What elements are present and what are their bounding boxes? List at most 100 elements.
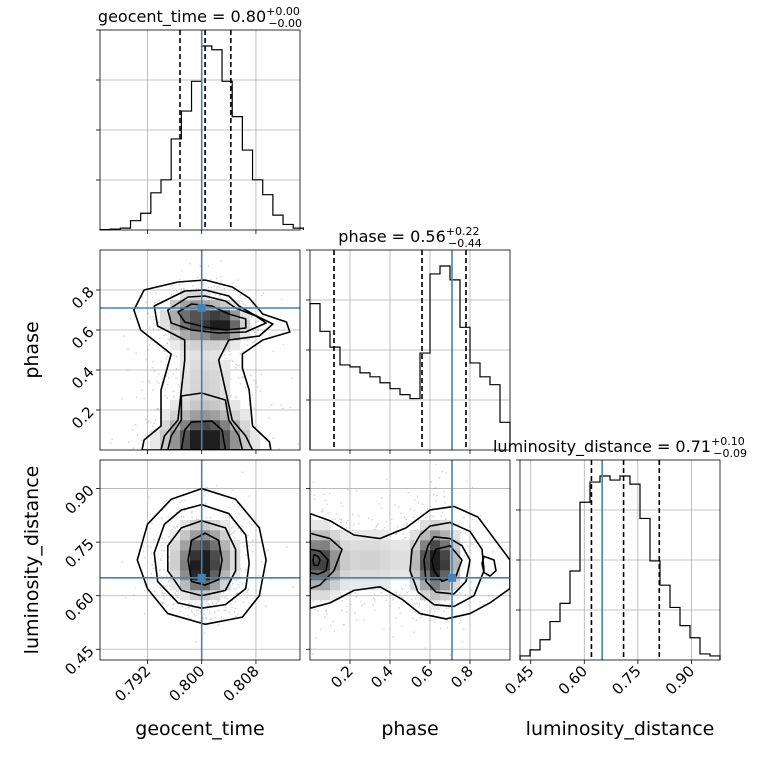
- sample-point: [239, 581, 241, 584]
- density-cell: [430, 530, 441, 541]
- sample-point: [439, 627, 442, 630]
- sample-point: [376, 524, 379, 527]
- sample-point: [395, 593, 398, 595]
- sample-point: [166, 355, 169, 357]
- contour-7: [481, 555, 497, 577]
- sample-point: [325, 609, 327, 611]
- sample-point: [395, 616, 398, 619]
- density-cell: [200, 400, 211, 411]
- pair-inner-0-2: [100, 460, 300, 660]
- sample-point: [341, 505, 344, 507]
- sample-point: [464, 593, 467, 596]
- sample-point: [332, 620, 335, 623]
- sample-point: [284, 605, 286, 607]
- sample-point: [163, 584, 165, 587]
- density-cell: [410, 560, 421, 571]
- sample-point: [251, 539, 254, 542]
- sample-point: [159, 586, 162, 589]
- sample-point: [220, 259, 222, 262]
- sample-point: [247, 534, 249, 537]
- sample-point: [244, 568, 247, 571]
- density-cell: [450, 540, 461, 551]
- sample-point: [188, 607, 191, 609]
- density-cell: [330, 530, 341, 541]
- sample-point: [293, 531, 295, 533]
- sample-point: [211, 601, 214, 604]
- sample-point: [168, 458, 170, 460]
- sample-point: [345, 526, 348, 529]
- sample-point: [277, 568, 279, 570]
- sample-point: [297, 443, 300, 445]
- sample-point: [232, 469, 234, 471]
- sample-point: [192, 480, 194, 482]
- sample-point: [228, 350, 231, 353]
- density-cell: [430, 550, 441, 561]
- sample-point: [288, 565, 290, 567]
- sample-point: [327, 512, 329, 514]
- sample-point: [306, 547, 308, 549]
- sample-point: [153, 422, 155, 424]
- sample-point: [172, 463, 174, 465]
- density-cell: [210, 330, 221, 341]
- sample-point: [434, 463, 437, 466]
- sample-point: [395, 591, 397, 593]
- sample-point: [232, 525, 234, 528]
- density-cell: [440, 590, 451, 601]
- density-cell: [170, 310, 181, 321]
- density-cell: [220, 580, 231, 591]
- sample-point: [392, 599, 394, 601]
- sample-point: [461, 541, 464, 544]
- sample-point: [417, 501, 420, 504]
- sample-point: [463, 516, 465, 519]
- sample-point: [182, 465, 184, 467]
- sample-point: [148, 344, 151, 346]
- sample-point: [492, 551, 494, 553]
- sample-point: [368, 456, 370, 458]
- contour-1: [310, 532, 343, 590]
- sample-point: [233, 453, 235, 455]
- sample-point: [325, 613, 328, 616]
- sample-point: [162, 602, 164, 604]
- density-cell: [200, 420, 211, 431]
- density-cell: [340, 530, 351, 541]
- sample-point: [278, 448, 280, 450]
- sample-point: [149, 527, 151, 530]
- contour-3: [187, 532, 223, 586]
- panel-title-luminosity_distance: luminosity_distance = 0.71+0.10 −0.09: [493, 435, 747, 460]
- sample-point: [156, 380, 158, 382]
- density-cell: [220, 380, 231, 391]
- sample-point: [55, 404, 57, 406]
- density-cell: [220, 560, 231, 571]
- sample-point: [222, 474, 224, 476]
- sample-point: [282, 552, 284, 554]
- pair-frame: [99, 249, 301, 451]
- sample-point: [121, 397, 124, 400]
- sample-point: [219, 295, 221, 297]
- sample-point: [351, 513, 354, 515]
- sample-point: [357, 514, 360, 517]
- density-cell: [440, 550, 451, 561]
- sample-point: [213, 285, 216, 288]
- sample-point: [241, 377, 244, 379]
- sample-point: [242, 376, 244, 378]
- sample-point: [160, 544, 163, 547]
- sample-point: [182, 287, 185, 290]
- sample-point: [175, 355, 178, 358]
- sample-point: [159, 360, 162, 363]
- sample-point: [302, 582, 304, 584]
- density-cell: [420, 580, 431, 591]
- sample-point: [228, 517, 231, 520]
- sample-point: [257, 574, 260, 577]
- density-cell: [180, 410, 191, 421]
- density-cell: [430, 560, 441, 571]
- sample-point: [414, 611, 416, 613]
- density-cell: [220, 430, 231, 441]
- density-cell: [450, 530, 461, 541]
- sample-point: [306, 546, 308, 548]
- sample-point: [177, 462, 179, 464]
- sample-point: [157, 321, 160, 323]
- sample-point: [224, 516, 227, 518]
- x-tick-label-luminosity_distance-0: 0.45: [501, 662, 537, 698]
- pair-inner-0-1: [55, 250, 300, 482]
- sample-point: [208, 469, 210, 471]
